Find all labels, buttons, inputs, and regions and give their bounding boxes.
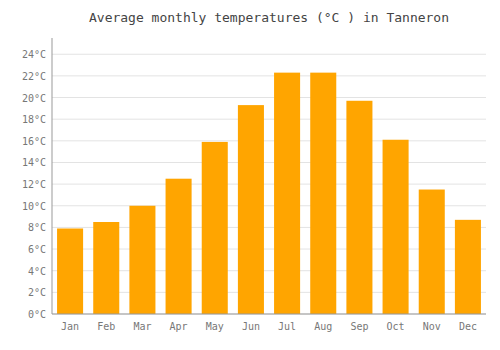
grid-line <box>52 140 486 141</box>
x-tick-label: Aug <box>314 321 332 332</box>
grid-line <box>52 75 486 76</box>
y-tick-label: 18°C <box>22 114 46 125</box>
bar <box>202 142 228 314</box>
bar <box>274 73 300 314</box>
grid-line <box>52 184 486 185</box>
grid <box>52 54 486 314</box>
bar <box>346 101 372 314</box>
x-tick-label: Nov <box>423 321 441 332</box>
y-tick-label: 8°C <box>28 222 46 233</box>
x-tick-label: Feb <box>97 321 115 332</box>
y-tick-label: 14°C <box>22 157 46 168</box>
x-tick-label: Mar <box>133 321 151 332</box>
bar <box>310 73 336 314</box>
x-tick-label: Sep <box>350 321 368 332</box>
y-tick-label: 4°C <box>28 266 46 277</box>
y-tick-label: 16°C <box>22 136 46 147</box>
grid-line <box>52 314 486 315</box>
y-tick-label: 22°C <box>22 71 46 82</box>
grid-line <box>52 54 486 55</box>
x-tick-label: May <box>206 321 224 332</box>
grid-line <box>52 162 486 163</box>
y-tick-label: 6°C <box>28 244 46 255</box>
x-tick-label: Dec <box>459 321 477 332</box>
bars <box>57 73 481 314</box>
chart: Average monthly temperatures (°C ) in Ta… <box>0 0 500 350</box>
bar <box>57 228 83 314</box>
x-axis <box>52 314 486 315</box>
bar <box>455 220 481 314</box>
y-tick-label: 12°C <box>22 179 46 190</box>
x-tick-label: Jan <box>61 321 79 332</box>
grid-line <box>52 97 486 98</box>
bar <box>419 190 445 314</box>
x-tick-label: Apr <box>170 321 188 332</box>
x-tick-label: Jun <box>242 321 260 332</box>
x-tick-label: Jul <box>278 321 296 332</box>
grid-line <box>52 119 486 120</box>
y-tick-label: 2°C <box>28 287 46 298</box>
bar <box>93 222 119 314</box>
bar <box>238 105 264 314</box>
y-tick-label: 10°C <box>22 201 46 212</box>
bar <box>129 206 155 314</box>
y-axis <box>52 38 53 314</box>
bar <box>383 140 409 314</box>
bar <box>166 179 192 314</box>
y-tick-label: 20°C <box>22 93 46 104</box>
title: Average monthly temperatures (°C ) in Ta… <box>89 10 449 25</box>
x-tick-label: Oct <box>387 321 405 332</box>
y-tick-label: 24°C <box>22 49 46 60</box>
y-tick-label: 0°C <box>28 309 46 320</box>
chart-container: Average monthly temperatures (°C ) in Ta… <box>0 0 500 350</box>
